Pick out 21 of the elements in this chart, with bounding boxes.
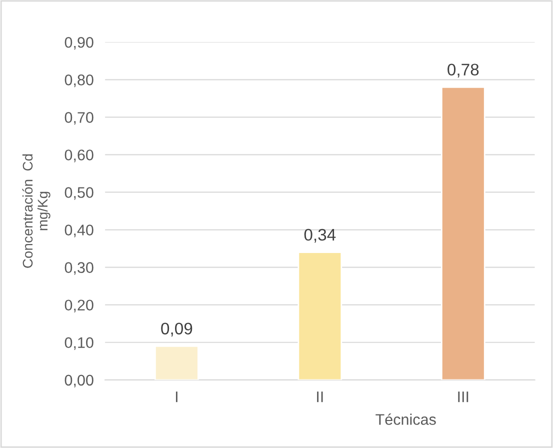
bar <box>154 345 199 380</box>
x-tick-label: II <box>317 392 323 402</box>
data-label: 0,78 <box>448 64 479 78</box>
y-tick-label: 0,60 <box>64 150 94 162</box>
y-tick-label: 0,80 <box>64 74 94 88</box>
y-tick-label: 0,40 <box>64 224 94 238</box>
x-axis-title: Técnicas <box>376 414 436 425</box>
bar <box>298 252 342 380</box>
y-tick-label: 0,20 <box>64 300 94 312</box>
data-label: 0,34 <box>304 228 336 243</box>
y-tick-label: 0,00 <box>64 374 94 388</box>
data-label: 0,09 <box>161 322 192 336</box>
y-tick-label: 0,10 <box>64 337 94 350</box>
y-tick-label: 0,50 <box>64 187 94 200</box>
y-tick-label: 0,90 <box>64 36 94 50</box>
x-tick-label: III <box>458 392 468 402</box>
y-tick-label: 0,30 <box>64 262 94 275</box>
y-axis-title: Concentración Cd mg/Kg <box>22 154 50 268</box>
bar <box>440 86 486 380</box>
x-tick-label: I <box>176 392 178 402</box>
y-tick-label: 0,70 <box>64 112 94 125</box>
